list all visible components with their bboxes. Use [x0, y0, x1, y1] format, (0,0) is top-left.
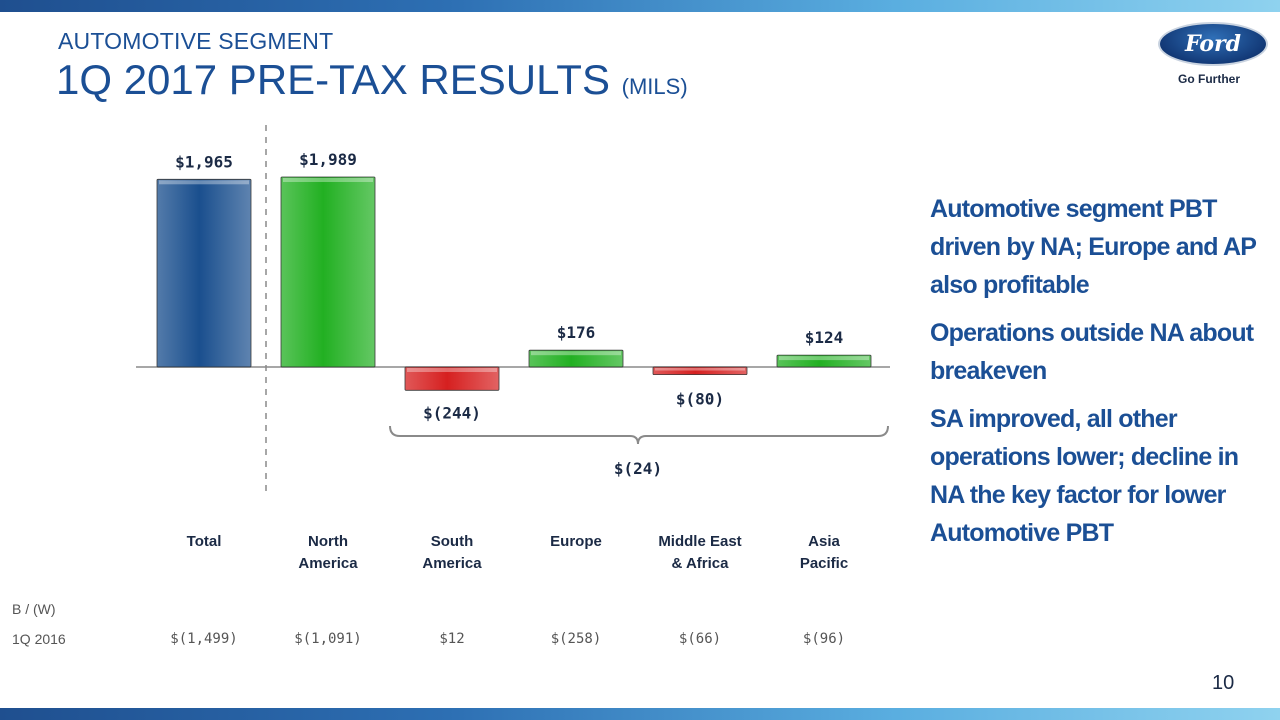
category-label-line: Pacific: [799, 555, 849, 572]
data-label-5: $124: [805, 328, 844, 347]
category-label-line: Asia: [808, 533, 840, 550]
bar-highlight-1: [283, 178, 373, 182]
bw-value-5: $(96): [802, 631, 846, 647]
bw-row-label: 1Q 2016: [12, 631, 66, 647]
section-title: AUTOMOTIVE SEGMENT: [58, 28, 334, 54]
subtotal-label: $(24): [614, 459, 662, 478]
data-label-1: $1,989: [299, 150, 357, 169]
category-label-line: Middle East: [658, 533, 742, 550]
subtotal-brace: [389, 425, 889, 445]
commentary: Automotive segment PBT driven by NA; Eur…: [930, 190, 1260, 562]
category-label-1: North America: [268, 531, 388, 575]
category-label-line: America: [422, 555, 482, 572]
category-label-line: & Africa: [671, 555, 729, 572]
ford-logo: Ford Go Further: [1158, 22, 1270, 90]
data-label-4: $(80): [676, 390, 724, 409]
category-label-line: America: [298, 555, 358, 572]
bar-3: [528, 349, 624, 368]
data-label-2: $(244): [423, 403, 481, 422]
page-number: 10: [1212, 672, 1235, 694]
category-label-3: Europe: [516, 531, 636, 553]
bw-value-4: $(66): [678, 631, 722, 647]
bar-4: [652, 366, 748, 376]
page-title: 1Q 2017 PRE-TAX RESULTS (MILS): [56, 56, 688, 104]
data-label-0: $1,965: [175, 152, 233, 171]
category-label-5: Asia Pacific: [764, 531, 884, 575]
bar-highlight-2: [407, 368, 497, 372]
data-label-3: $176: [557, 323, 596, 342]
bw-value-0: $(1,499): [170, 631, 238, 647]
bw-value-2: $12: [439, 631, 465, 647]
title-unit: (MILS): [621, 74, 688, 99]
bullet-1: Automotive segment PBT driven by NA; Eur…: [930, 195, 1256, 299]
bullet-2: Operations outside NA about breakeven: [930, 319, 1254, 385]
bar-highlight-4: [655, 368, 745, 371]
bar-highlight-3: [531, 351, 621, 356]
category-label-line: Europe: [550, 533, 602, 550]
bar-2: [404, 366, 500, 391]
bar-5: [776, 354, 872, 368]
bullet-3: SA improved, all other operations lower;…: [930, 405, 1239, 547]
category-label-4: Middle East & Africa: [640, 531, 760, 575]
category-label-line: North: [308, 533, 348, 550]
bar-1: [280, 176, 376, 368]
title-text: 1Q 2017 PRE-TAX RESULTS: [56, 56, 610, 103]
bw-header: B / (W): [12, 601, 56, 617]
top-stripe: [0, 0, 1280, 12]
bar-highlight-5: [779, 356, 869, 361]
category-label-line: South: [430, 533, 474, 550]
bottom-stripe: [0, 708, 1280, 720]
pretax-bar-chart: $1,965 $1,989 $(244) $176 $(80) $124 $(24): [136, 125, 890, 495]
ford-oval-icon: Ford: [1158, 22, 1268, 66]
category-label-line: Total: [186, 533, 222, 550]
logo-tagline: Go Further: [1178, 72, 1240, 86]
bar-highlight-0: [159, 180, 249, 185]
bar-0: [156, 178, 252, 368]
bw-value-1: $(1,091): [294, 631, 362, 647]
bw-value-3: $(258): [550, 631, 602, 647]
category-label-0: Total: [144, 531, 264, 553]
category-label-2: South America: [392, 531, 512, 575]
